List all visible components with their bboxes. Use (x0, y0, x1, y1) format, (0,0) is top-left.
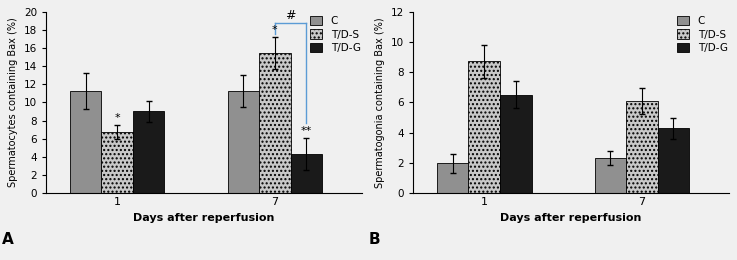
Bar (259, 53, 290, 193)
Y-axis label: Spermatogonia containing Bax (%): Spermatogonia containing Bax (%) (375, 17, 385, 188)
Text: *: * (114, 113, 120, 123)
Bar (469, 61, 500, 193)
Text: *: * (272, 25, 278, 35)
Bar (500, 95, 531, 193)
Y-axis label: Spermatocytes containing Bax (%): Spermatocytes containing Bax (%) (8, 18, 18, 187)
Bar (102, 132, 133, 193)
Bar (595, 158, 626, 193)
Legend: C, T/D-S, T/D-G: C, T/D-S, T/D-G (675, 14, 730, 55)
Bar (626, 101, 657, 193)
X-axis label: Days after reperfusion: Days after reperfusion (500, 213, 642, 223)
Text: **: ** (301, 126, 312, 136)
Bar (70, 91, 102, 193)
Bar (657, 128, 689, 193)
Text: #: # (285, 9, 296, 22)
Bar (133, 112, 164, 193)
X-axis label: Days after reperfusion: Days after reperfusion (133, 213, 275, 223)
Bar (290, 154, 322, 193)
Bar (228, 91, 259, 193)
Text: A: A (2, 232, 14, 247)
Legend: C, T/D-S, T/D-G: C, T/D-S, T/D-G (307, 14, 363, 55)
Text: B: B (369, 232, 381, 247)
Bar (437, 163, 469, 193)
